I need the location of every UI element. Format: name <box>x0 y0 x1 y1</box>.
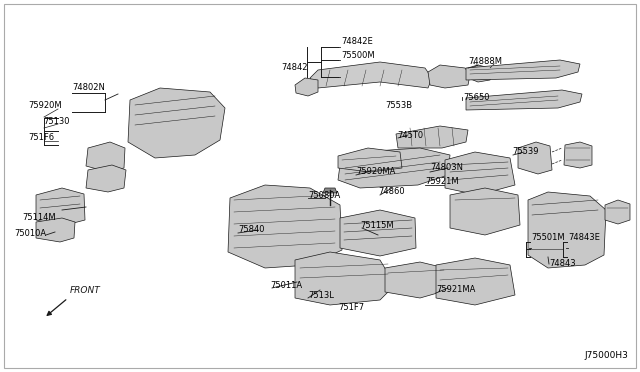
Polygon shape <box>564 142 592 168</box>
Text: 745T0: 745T0 <box>397 131 423 140</box>
Text: 75130: 75130 <box>43 116 70 125</box>
Text: 7513L: 7513L <box>308 292 334 301</box>
Polygon shape <box>295 252 395 305</box>
Polygon shape <box>445 152 515 195</box>
Polygon shape <box>385 262 448 298</box>
Text: 75650: 75650 <box>463 93 490 102</box>
Polygon shape <box>310 62 432 88</box>
Polygon shape <box>605 200 630 224</box>
Polygon shape <box>86 142 125 172</box>
Text: 74843: 74843 <box>549 260 575 269</box>
Text: 75920MA: 75920MA <box>356 167 396 176</box>
Text: 75500M: 75500M <box>341 51 374 60</box>
Polygon shape <box>86 165 126 192</box>
Polygon shape <box>466 60 580 80</box>
Polygon shape <box>128 88 225 158</box>
Text: 74802N: 74802N <box>72 83 105 93</box>
Text: 74803N: 74803N <box>430 164 463 173</box>
Text: 75115M: 75115M <box>360 221 394 230</box>
Polygon shape <box>436 258 515 305</box>
Text: 75501M: 75501M <box>531 234 564 243</box>
Text: 75840: 75840 <box>238 225 264 234</box>
Text: 75921M: 75921M <box>425 177 459 186</box>
Text: 75921MA: 75921MA <box>436 285 476 295</box>
Text: 74842E: 74842E <box>341 38 372 46</box>
Polygon shape <box>36 218 75 242</box>
Polygon shape <box>528 192 606 268</box>
Polygon shape <box>323 188 337 193</box>
Text: 75920M: 75920M <box>28 102 61 110</box>
Text: 751F6: 751F6 <box>28 134 54 142</box>
Polygon shape <box>450 188 520 235</box>
Text: 75539: 75539 <box>512 148 538 157</box>
Polygon shape <box>36 188 85 226</box>
Text: 75080A: 75080A <box>308 192 340 201</box>
Text: 74843E: 74843E <box>568 234 600 243</box>
Polygon shape <box>396 126 468 148</box>
Polygon shape <box>228 185 342 268</box>
Text: FRONT: FRONT <box>70 286 100 295</box>
Text: 751F7: 751F7 <box>338 302 364 311</box>
Polygon shape <box>295 78 318 96</box>
Text: 74842: 74842 <box>281 64 307 73</box>
Text: 74888M: 74888M <box>468 58 502 67</box>
Polygon shape <box>340 210 416 256</box>
Polygon shape <box>468 65 492 82</box>
Text: J75000H3: J75000H3 <box>584 351 628 360</box>
Polygon shape <box>428 65 470 88</box>
Text: 75011A: 75011A <box>270 280 302 289</box>
Text: 74860: 74860 <box>378 187 404 196</box>
Text: 75114M: 75114M <box>22 214 56 222</box>
Polygon shape <box>338 148 450 188</box>
Text: 7553B: 7553B <box>385 100 412 109</box>
Text: 75010A: 75010A <box>14 228 46 237</box>
Polygon shape <box>338 148 402 172</box>
Polygon shape <box>466 90 582 110</box>
Polygon shape <box>518 142 552 174</box>
